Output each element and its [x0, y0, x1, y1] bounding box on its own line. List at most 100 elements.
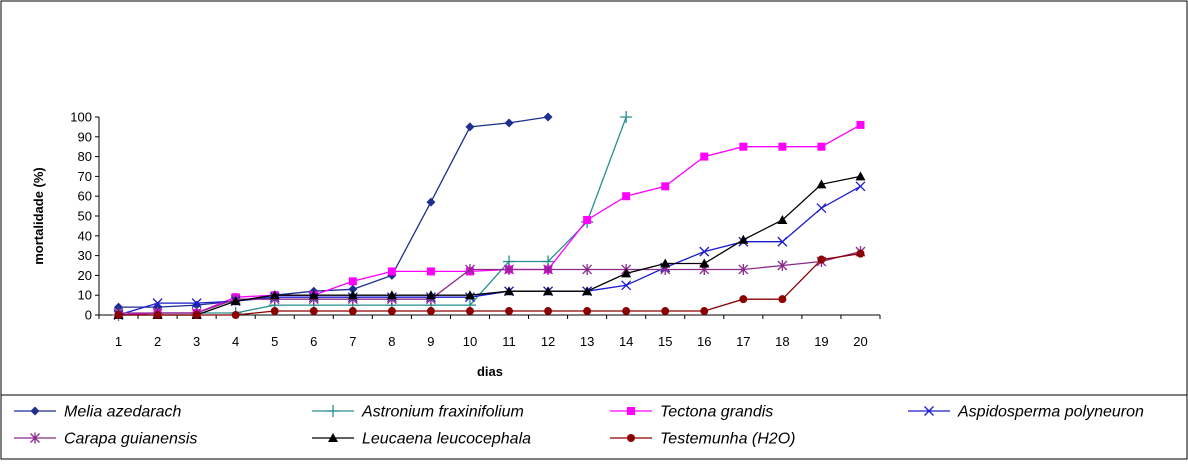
- data-point: [817, 255, 826, 264]
- data-point: [855, 171, 866, 181]
- legend-item: Astronium fraxinifolium: [312, 404, 524, 421]
- y-tick-label: 50: [78, 209, 92, 224]
- data-point: [269, 290, 280, 300]
- data-point: [777, 260, 788, 271]
- legend-item: Carapa guianensis: [14, 431, 197, 448]
- data-point: [387, 267, 396, 276]
- legend-marker: [30, 406, 40, 416]
- x-tick-label: 6: [310, 334, 317, 349]
- data-point: [661, 307, 670, 316]
- data-point: [114, 302, 124, 312]
- data-point: [191, 298, 202, 309]
- legend-label: Melia azedarach: [64, 404, 182, 421]
- data-point: [153, 311, 162, 319]
- series-line: [118, 124, 861, 316]
- x-tick-label: 14: [619, 334, 633, 349]
- data-point: [816, 179, 827, 189]
- x-tick-label: 18: [775, 334, 789, 349]
- data-point: [816, 203, 827, 214]
- y-tick-label: 40: [78, 228, 92, 243]
- y-tick-label: 20: [78, 268, 92, 283]
- x-axis-title: dias: [477, 364, 503, 379]
- data-point: [738, 234, 749, 244]
- data-point: [230, 296, 241, 306]
- data-point: [348, 277, 357, 286]
- legend-item: Melia azedarach: [14, 404, 182, 421]
- data-point: [544, 307, 553, 316]
- data-point: [504, 286, 515, 296]
- data-point: [309, 307, 318, 316]
- data-point: [465, 263, 475, 275]
- legend-marker: [627, 434, 635, 442]
- data-point: [660, 258, 671, 268]
- y-tick-label: 30: [78, 248, 92, 263]
- data-point: [192, 311, 201, 319]
- x-tick-label: 3: [193, 334, 200, 349]
- legend-marker: [30, 432, 40, 444]
- x-tick-label: 5: [271, 334, 278, 349]
- y-tick-label: 70: [78, 169, 92, 184]
- legend-item: Leucaena leucocephala: [312, 431, 531, 448]
- data-point: [231, 311, 240, 319]
- data-point: [855, 181, 866, 192]
- data-point: [621, 268, 632, 278]
- legend-label: Astronium fraxinifolium: [361, 404, 524, 421]
- data-point: [426, 197, 436, 207]
- series-line: [118, 252, 861, 316]
- legend-label: Tectona grandis: [660, 404, 773, 421]
- data-point: [464, 290, 475, 300]
- x-tick-label: 20: [853, 334, 867, 349]
- y-tick-label: 90: [78, 129, 92, 144]
- data-point: [621, 280, 632, 291]
- y-tick-label: 0: [85, 308, 92, 323]
- legend-box: [0, 394, 1188, 460]
- data-point: [504, 118, 514, 128]
- x-tick-label: 4: [232, 334, 239, 349]
- data-point: [620, 111, 633, 123]
- y-tick-label: 100: [70, 110, 92, 125]
- y-tick-label: 60: [78, 189, 92, 204]
- data-point: [465, 122, 475, 132]
- legend-label: Leucaena leucocephala: [362, 431, 531, 448]
- x-tick-label: 15: [658, 334, 672, 349]
- data-point: [699, 246, 710, 257]
- data-point: [778, 142, 787, 151]
- data-point: [699, 258, 710, 268]
- y-tick-label: 80: [78, 149, 92, 164]
- data-point: [582, 286, 593, 296]
- series-line: [118, 116, 549, 308]
- legend-item: Tectona grandis: [610, 404, 773, 421]
- y-axis-title: mortalidade (%): [31, 167, 46, 265]
- x-tick-label: 16: [697, 334, 711, 349]
- x-tick-label: 17: [736, 334, 750, 349]
- legend-label: Carapa guianensis: [64, 431, 197, 448]
- data-point: [348, 284, 358, 294]
- data-point: [856, 249, 865, 258]
- data-point: [622, 307, 631, 316]
- data-point: [465, 307, 474, 316]
- data-point: [739, 142, 748, 151]
- data-point: [270, 307, 279, 316]
- data-point: [661, 182, 670, 191]
- x-tick-label: 8: [388, 334, 395, 349]
- data-point: [622, 192, 631, 201]
- legend-item: Aspidosperma polyneuron: [908, 404, 1144, 421]
- data-point: [700, 307, 709, 316]
- data-point: [583, 307, 592, 316]
- data-point: [114, 311, 123, 319]
- series-lines: [112, 111, 866, 321]
- legend-marker: [627, 407, 635, 415]
- data-point: [425, 290, 436, 300]
- data-point: [348, 307, 357, 316]
- data-point: [582, 263, 593, 275]
- x-tick-label: 19: [814, 334, 828, 349]
- data-point: [778, 295, 787, 304]
- data-point: [817, 142, 826, 151]
- x-tick-label: 12: [541, 334, 555, 349]
- legend-label: Testemunha (H2O): [660, 431, 795, 448]
- data-point: [152, 298, 163, 309]
